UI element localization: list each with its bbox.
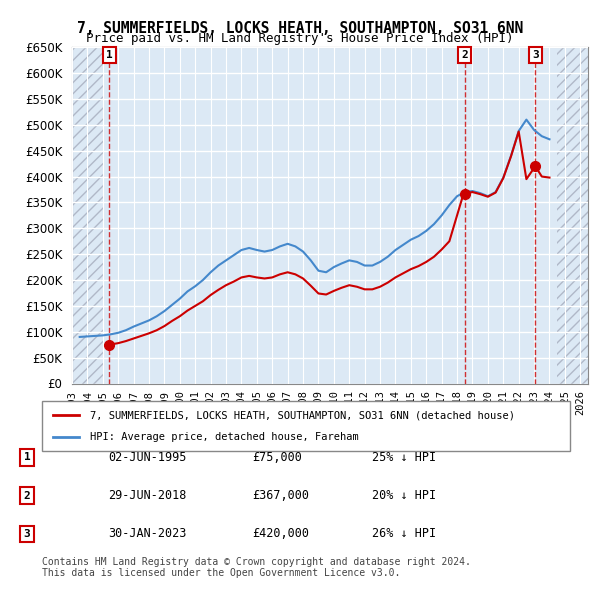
Text: 30-JAN-2023: 30-JAN-2023 [108, 527, 187, 540]
FancyBboxPatch shape [42, 401, 570, 451]
Text: £367,000: £367,000 [252, 489, 309, 502]
Text: 2: 2 [23, 491, 31, 500]
Text: 25% ↓ HPI: 25% ↓ HPI [372, 451, 436, 464]
Text: HPI: Average price, detached house, Fareham: HPI: Average price, detached house, Fare… [89, 432, 358, 442]
Text: 7, SUMMERFIELDS, LOCKS HEATH, SOUTHAMPTON, SO31 6NN: 7, SUMMERFIELDS, LOCKS HEATH, SOUTHAMPTO… [77, 21, 523, 35]
Bar [557, 47, 588, 384]
Text: 3: 3 [23, 529, 31, 539]
Text: 1: 1 [23, 453, 31, 462]
Text: 02-JUN-1995: 02-JUN-1995 [108, 451, 187, 464]
Text: Price paid vs. HM Land Registry's House Price Index (HPI): Price paid vs. HM Land Registry's House … [86, 32, 514, 45]
Text: 26% ↓ HPI: 26% ↓ HPI [372, 527, 436, 540]
Text: 29-JUN-2018: 29-JUN-2018 [108, 489, 187, 502]
Text: 1: 1 [106, 50, 113, 60]
Text: Contains HM Land Registry data © Crown copyright and database right 2024.
This d: Contains HM Land Registry data © Crown c… [42, 556, 471, 578]
Text: 2: 2 [461, 50, 468, 60]
Text: £420,000: £420,000 [252, 527, 309, 540]
Text: 3: 3 [532, 50, 539, 60]
Text: 7, SUMMERFIELDS, LOCKS HEATH, SOUTHAMPTON, SO31 6NN (detached house): 7, SUMMERFIELDS, LOCKS HEATH, SOUTHAMPTO… [89, 410, 515, 420]
Text: £75,000: £75,000 [252, 451, 302, 464]
Bar [72, 47, 103, 384]
Text: 20% ↓ HPI: 20% ↓ HPI [372, 489, 436, 502]
